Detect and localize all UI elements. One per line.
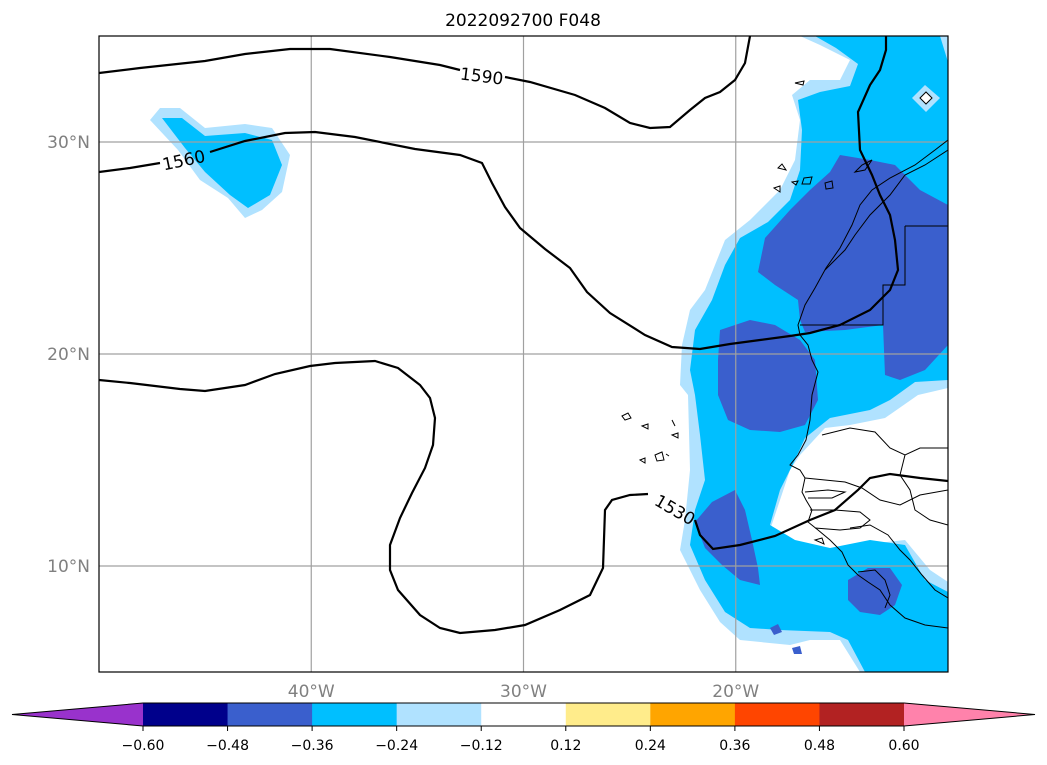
coastline-island — [772, 185, 781, 193]
coastline-madeira — [794, 80, 805, 86]
map-area: 1590 1560 1530 — [99, 36, 948, 672]
longitude-labels: 40°W 30°W 20°W — [288, 682, 760, 702]
anomaly-fill-dark-north — [758, 155, 948, 380]
chart-title: 2022092700 F048 — [445, 11, 601, 31]
coastlines — [621, 80, 948, 629]
border-senegal — [804, 477, 948, 506]
colorbar-segment — [227, 703, 313, 726]
coastline-capeverde — [621, 412, 632, 421]
colorbar-tick-label: 0.60 — [888, 738, 919, 754]
colorbar-extend-max — [904, 703, 1035, 726]
colorbar-segment — [312, 703, 398, 726]
colorbar-segment — [650, 703, 736, 726]
coastline-island — [801, 176, 813, 185]
latitude-label: 20°N — [47, 345, 90, 365]
coastline-capeverde — [638, 457, 646, 464]
longitude-label: 20°W — [712, 682, 759, 702]
latitude-labels: 30°N 20°N 10°N — [47, 133, 90, 577]
map-frame — [98, 35, 949, 673]
colorbar-tick-label: 0.36 — [719, 738, 750, 754]
contour-line-1530 — [99, 359, 948, 635]
coastline-canary — [777, 163, 788, 171]
coastline-island — [919, 91, 933, 105]
colorbar: −0.60 −0.48 −0.36 −0.24 −0.12 0.12 0.24 0.36 0.4… — [11, 702, 1036, 754]
coastline-island — [790, 180, 799, 186]
latitude-label: 30°N — [47, 133, 90, 153]
colorbar-tick-label: 0.48 — [804, 738, 835, 754]
anomaly-fill-dark — [695, 85, 948, 654]
colorbar-tick-label: −0.48 — [206, 738, 249, 754]
colorbar-segment — [481, 703, 567, 726]
coastline-capeverde — [640, 423, 649, 430]
colorbar-tick-label: −0.36 — [291, 738, 334, 754]
contour-line-1590 — [99, 36, 752, 130]
border-mali — [899, 454, 948, 526]
border-guinea-bissau — [810, 509, 871, 531]
anomaly-fill-dark-south — [695, 490, 760, 585]
colorbar-segment — [819, 703, 905, 726]
border-morocco — [824, 149, 948, 271]
colorbar-tick-label: −0.60 — [122, 738, 165, 754]
border-sierra-leone — [857, 569, 891, 609]
anomaly-fill-dark-spot — [792, 646, 802, 654]
border-guinea — [849, 524, 948, 599]
longitude-label: 30°W — [500, 682, 547, 702]
colorbar-segment — [396, 703, 482, 726]
colorbar-extend-min — [12, 703, 143, 726]
colorbar-tick-label: 0.12 — [550, 738, 581, 754]
coastline-africa — [789, 139, 948, 629]
colorbar-segment — [565, 703, 651, 726]
colorbar-segment — [143, 703, 229, 726]
coastline-bissagos — [813, 537, 825, 545]
border-gambia — [804, 489, 847, 499]
height-contours — [99, 36, 948, 635]
coastline-capeverde — [665, 453, 670, 457]
border-western-sahara — [800, 226, 906, 326]
coastline-capeverde — [654, 451, 665, 462]
latitude-label: 10°N — [47, 557, 90, 577]
colorbar-tick-label: 0.24 — [635, 738, 666, 754]
colorbar-tick-label: −0.24 — [375, 738, 418, 754]
contour-line-1560 — [99, 36, 900, 351]
border-mauritania — [821, 427, 948, 456]
anomaly-fill-dark-spot — [770, 624, 782, 635]
coastline-capeverde — [670, 432, 679, 439]
contour-label-1590: 1590 — [459, 64, 504, 89]
coastline-island — [824, 180, 834, 190]
colorbar-tick-label: −0.12 — [460, 738, 503, 754]
longitude-label: 40°W — [288, 682, 335, 702]
coastline-island — [853, 159, 873, 173]
anomaly-fill-dark-center — [718, 320, 818, 432]
colorbar-segment — [734, 703, 820, 726]
coastline-capeverde — [671, 419, 676, 427]
